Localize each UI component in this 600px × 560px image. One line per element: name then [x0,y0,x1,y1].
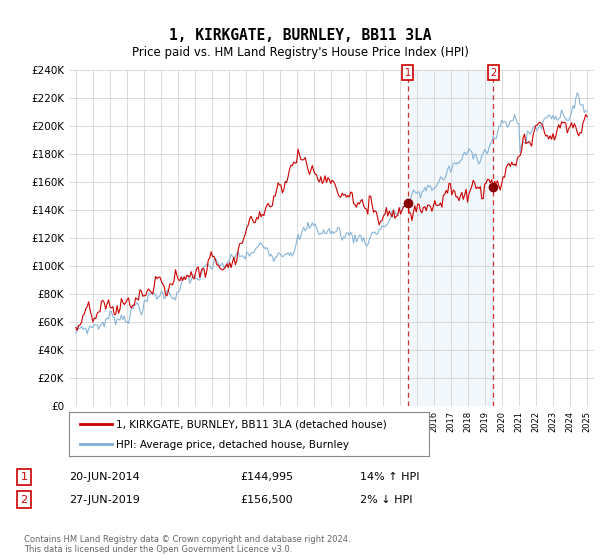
Text: 1, KIRKGATE, BURNLEY, BB11 3LA: 1, KIRKGATE, BURNLEY, BB11 3LA [169,28,431,43]
Text: 1, KIRKGATE, BURNLEY, BB11 3LA (detached house): 1, KIRKGATE, BURNLEY, BB11 3LA (detached… [116,419,386,429]
Text: 27-JUN-2019: 27-JUN-2019 [69,494,140,505]
Text: 1: 1 [404,68,411,78]
Text: Price paid vs. HM Land Registry's House Price Index (HPI): Price paid vs. HM Land Registry's House … [131,46,469,59]
Bar [407,70,493,406]
Text: 2: 2 [490,68,496,78]
Text: HPI: Average price, detached house, Burnley: HPI: Average price, detached house, Burn… [116,440,349,450]
Text: 20-JUN-2014: 20-JUN-2014 [69,472,140,482]
Text: £156,500: £156,500 [240,494,293,505]
Text: 14% ↑ HPI: 14% ↑ HPI [360,472,419,482]
Text: 1: 1 [20,472,28,482]
Text: Contains HM Land Registry data © Crown copyright and database right 2024.
This d: Contains HM Land Registry data © Crown c… [24,535,350,554]
Text: 2% ↓ HPI: 2% ↓ HPI [360,494,413,505]
Text: 2: 2 [20,494,28,505]
Text: £144,995: £144,995 [240,472,293,482]
